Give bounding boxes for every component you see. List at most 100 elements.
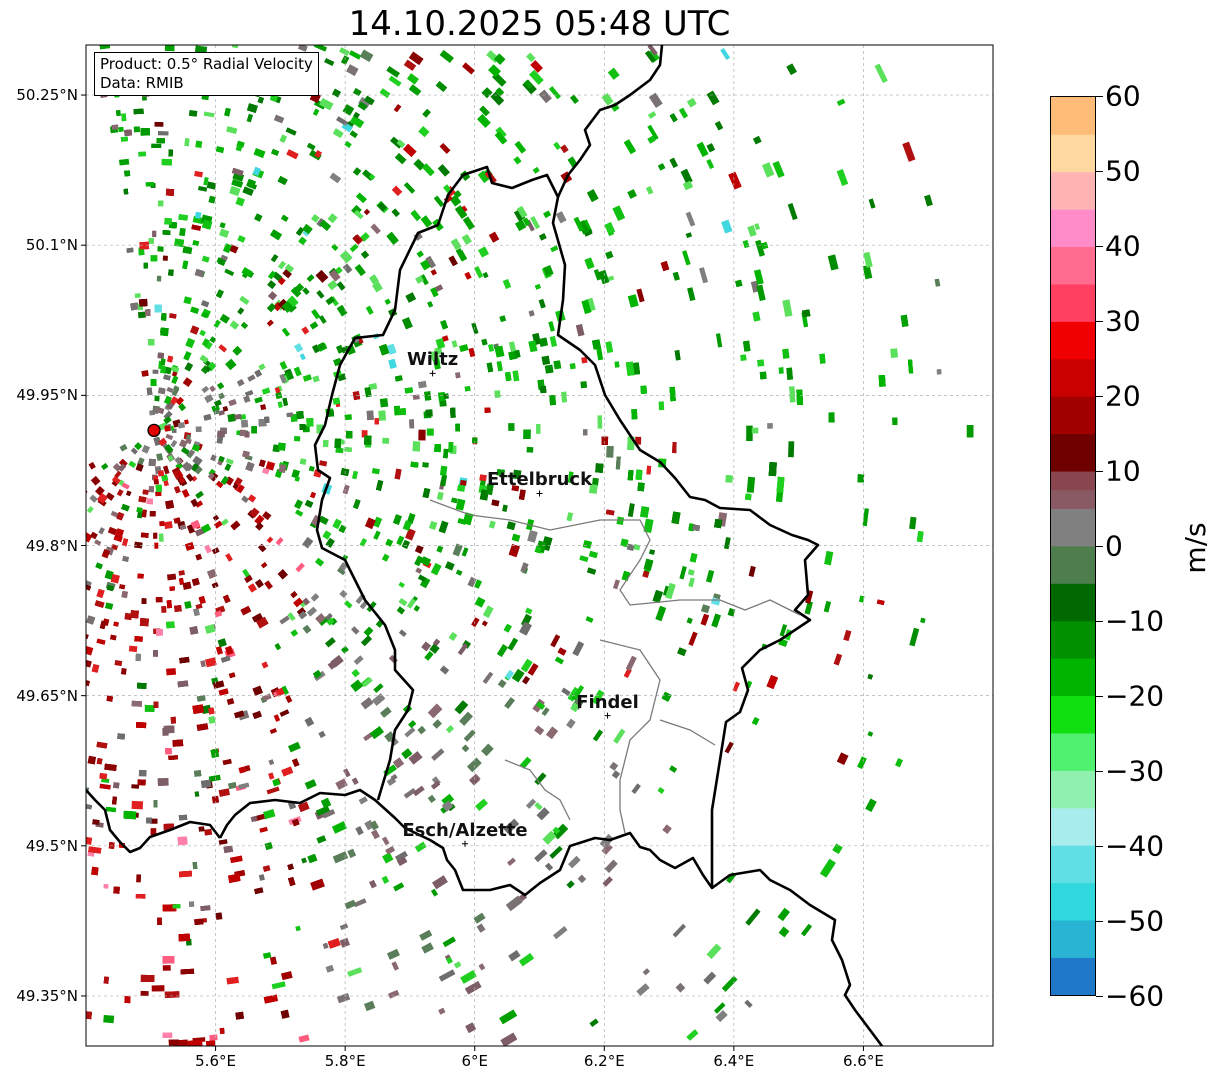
- echo-cell: [779, 624, 788, 637]
- echo-cell: [706, 158, 715, 170]
- echo-cell: [74, 1011, 79, 1018]
- radar-site-marker[interactable]: [147, 423, 161, 438]
- echo-cell: [593, 269, 602, 281]
- echo-cell: [299, 353, 306, 361]
- echo-cell: [502, 504, 508, 512]
- echo-cell: [311, 308, 321, 320]
- echo-cell: [445, 725, 455, 734]
- echo-cell: [225, 458, 234, 465]
- echo-cell: [178, 870, 192, 878]
- echo-cell: [462, 62, 475, 75]
- echo-cell: [304, 779, 317, 790]
- echo-cell: [373, 530, 381, 540]
- echo-cell: [541, 355, 550, 365]
- colorbar-tickmark: [1096, 771, 1103, 772]
- echo-cell: [226, 976, 239, 985]
- echo-cell: [720, 48, 731, 60]
- echo-cell: [460, 970, 477, 984]
- echo-cell: [350, 626, 360, 635]
- echo-cell: [541, 707, 550, 717]
- echo-cell: [182, 377, 193, 388]
- echo-cell: [627, 189, 637, 199]
- echo-cell: [246, 1048, 257, 1054]
- echo-cell: [425, 409, 433, 417]
- echo-cell: [268, 772, 275, 780]
- echo-cell: [357, 101, 368, 111]
- echo-cell: [252, 685, 264, 696]
- echo-cell: [180, 968, 195, 975]
- echo-cell: [439, 465, 448, 476]
- echo-cell: [335, 778, 348, 790]
- echo-cell: [121, 113, 127, 122]
- echo-cell: [265, 461, 276, 471]
- colorbar-unit-label: m/s: [1179, 522, 1207, 574]
- echo-cell: [552, 823, 569, 840]
- echo-cell: [123, 188, 129, 195]
- echo-cell: [481, 338, 488, 346]
- colorbar-band: [1051, 190, 1095, 210]
- echo-cell: [301, 857, 307, 864]
- echo-cell: [339, 589, 348, 599]
- echo-cell: [162, 955, 175, 964]
- echo-cell: [101, 777, 110, 784]
- echo-cell: [419, 576, 431, 589]
- echo-cell: [636, 288, 645, 303]
- echo-cell: [138, 151, 147, 157]
- echo-cell: [124, 996, 131, 1004]
- product-label: Product: 0.5° Radial Velocity: [100, 55, 313, 73]
- echo-cell: [390, 773, 398, 781]
- echo-cell: [512, 469, 522, 480]
- echo-cell: [796, 389, 804, 406]
- map-title: 14.10.2025 05:48 UTC: [348, 4, 731, 44]
- echo-cell: [715, 1010, 728, 1023]
- echo-cell: [254, 578, 264, 589]
- colorbar-band: [1051, 882, 1095, 902]
- echo-cell: [164, 521, 173, 529]
- echo-cell: [412, 441, 421, 452]
- echo-cell: [461, 547, 469, 557]
- echo-cell: [725, 475, 733, 483]
- echo-cell: [732, 681, 741, 692]
- colorbar-band: [1051, 471, 1095, 491]
- echo-cell: [549, 394, 556, 406]
- echo-cell: [308, 465, 315, 472]
- echo-cell: [222, 405, 229, 412]
- echo-cell: [154, 542, 159, 549]
- echo-cell: [210, 748, 220, 758]
- echo-cell: [142, 489, 149, 495]
- echo-cell: [514, 140, 527, 154]
- echo-cell: [77, 556, 83, 562]
- echo-cell: [140, 974, 155, 982]
- echo-cell: [342, 263, 353, 274]
- echo-cell: [582, 539, 593, 549]
- echo-cell: [561, 391, 567, 403]
- echo-cell: [669, 386, 676, 402]
- echo-cell: [434, 346, 443, 356]
- echo-cell: [427, 794, 436, 804]
- echo-cell: [144, 705, 155, 712]
- echo-cell: [118, 479, 125, 486]
- echo-cell: [522, 217, 531, 227]
- echo-cell: [403, 787, 417, 799]
- echo-cell: [153, 800, 158, 808]
- echo-cell: [398, 581, 405, 588]
- echo-cell: [144, 309, 151, 317]
- echo-cell: [86, 532, 93, 543]
- echo-cell: [439, 49, 454, 64]
- echo-cell: [148, 458, 156, 467]
- echo-cell: [73, 674, 82, 682]
- echo-cell: [188, 110, 198, 117]
- echo-cell: [572, 641, 585, 657]
- echo-cell: [231, 178, 244, 188]
- echo-cell: [126, 247, 134, 253]
- echo-cell: [379, 398, 389, 408]
- echo-cell: [478, 963, 486, 971]
- echo-cell: [164, 991, 180, 998]
- echo-cell: [246, 113, 254, 123]
- echo-cell: [310, 213, 320, 223]
- echo-cell: [141, 598, 147, 605]
- echo-cell: [909, 516, 917, 530]
- echo-cell: [399, 408, 407, 416]
- echo-cell: [235, 196, 245, 207]
